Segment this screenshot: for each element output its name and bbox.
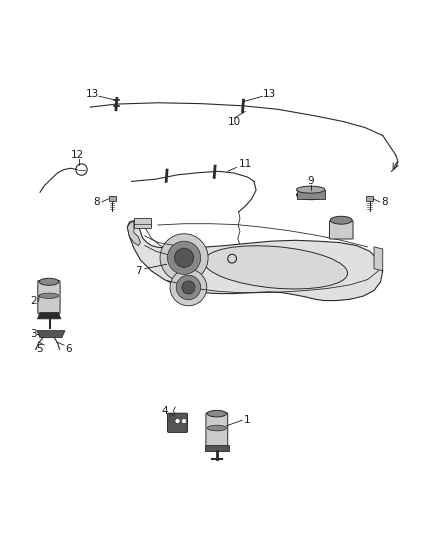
Ellipse shape <box>39 293 59 298</box>
FancyBboxPatch shape <box>109 196 116 200</box>
Ellipse shape <box>207 425 226 431</box>
Circle shape <box>182 281 195 294</box>
Ellipse shape <box>204 246 347 289</box>
Ellipse shape <box>297 186 325 193</box>
Circle shape <box>174 248 194 268</box>
Text: 8: 8 <box>381 197 388 207</box>
Circle shape <box>175 418 180 424</box>
Circle shape <box>176 275 201 300</box>
FancyBboxPatch shape <box>329 221 353 239</box>
FancyBboxPatch shape <box>297 190 325 199</box>
Text: 10: 10 <box>228 117 241 126</box>
Circle shape <box>170 269 207 306</box>
FancyBboxPatch shape <box>206 413 228 447</box>
FancyBboxPatch shape <box>134 219 151 228</box>
Text: 11: 11 <box>239 159 252 169</box>
Ellipse shape <box>330 216 352 224</box>
Text: 9: 9 <box>307 176 314 187</box>
FancyBboxPatch shape <box>38 280 60 313</box>
Polygon shape <box>374 247 383 271</box>
Text: 7: 7 <box>135 266 141 276</box>
Text: 4: 4 <box>161 407 168 416</box>
Text: 12: 12 <box>71 150 84 160</box>
Text: 6: 6 <box>65 344 72 354</box>
FancyBboxPatch shape <box>167 413 187 432</box>
Polygon shape <box>127 221 141 246</box>
FancyBboxPatch shape <box>366 196 373 200</box>
Circle shape <box>167 241 201 274</box>
Text: 13: 13 <box>86 89 99 99</box>
Ellipse shape <box>39 278 59 285</box>
Polygon shape <box>127 221 383 301</box>
Ellipse shape <box>207 410 226 417</box>
Ellipse shape <box>297 190 325 200</box>
Text: 3: 3 <box>30 329 37 339</box>
Text: 13: 13 <box>263 89 276 99</box>
Circle shape <box>181 418 187 424</box>
Text: 1: 1 <box>244 415 251 425</box>
Text: 8: 8 <box>93 197 100 207</box>
Circle shape <box>160 234 208 282</box>
Text: 2: 2 <box>30 296 37 306</box>
Text: 5: 5 <box>37 344 43 354</box>
FancyBboxPatch shape <box>205 445 229 451</box>
Polygon shape <box>37 312 61 319</box>
Polygon shape <box>37 330 65 338</box>
